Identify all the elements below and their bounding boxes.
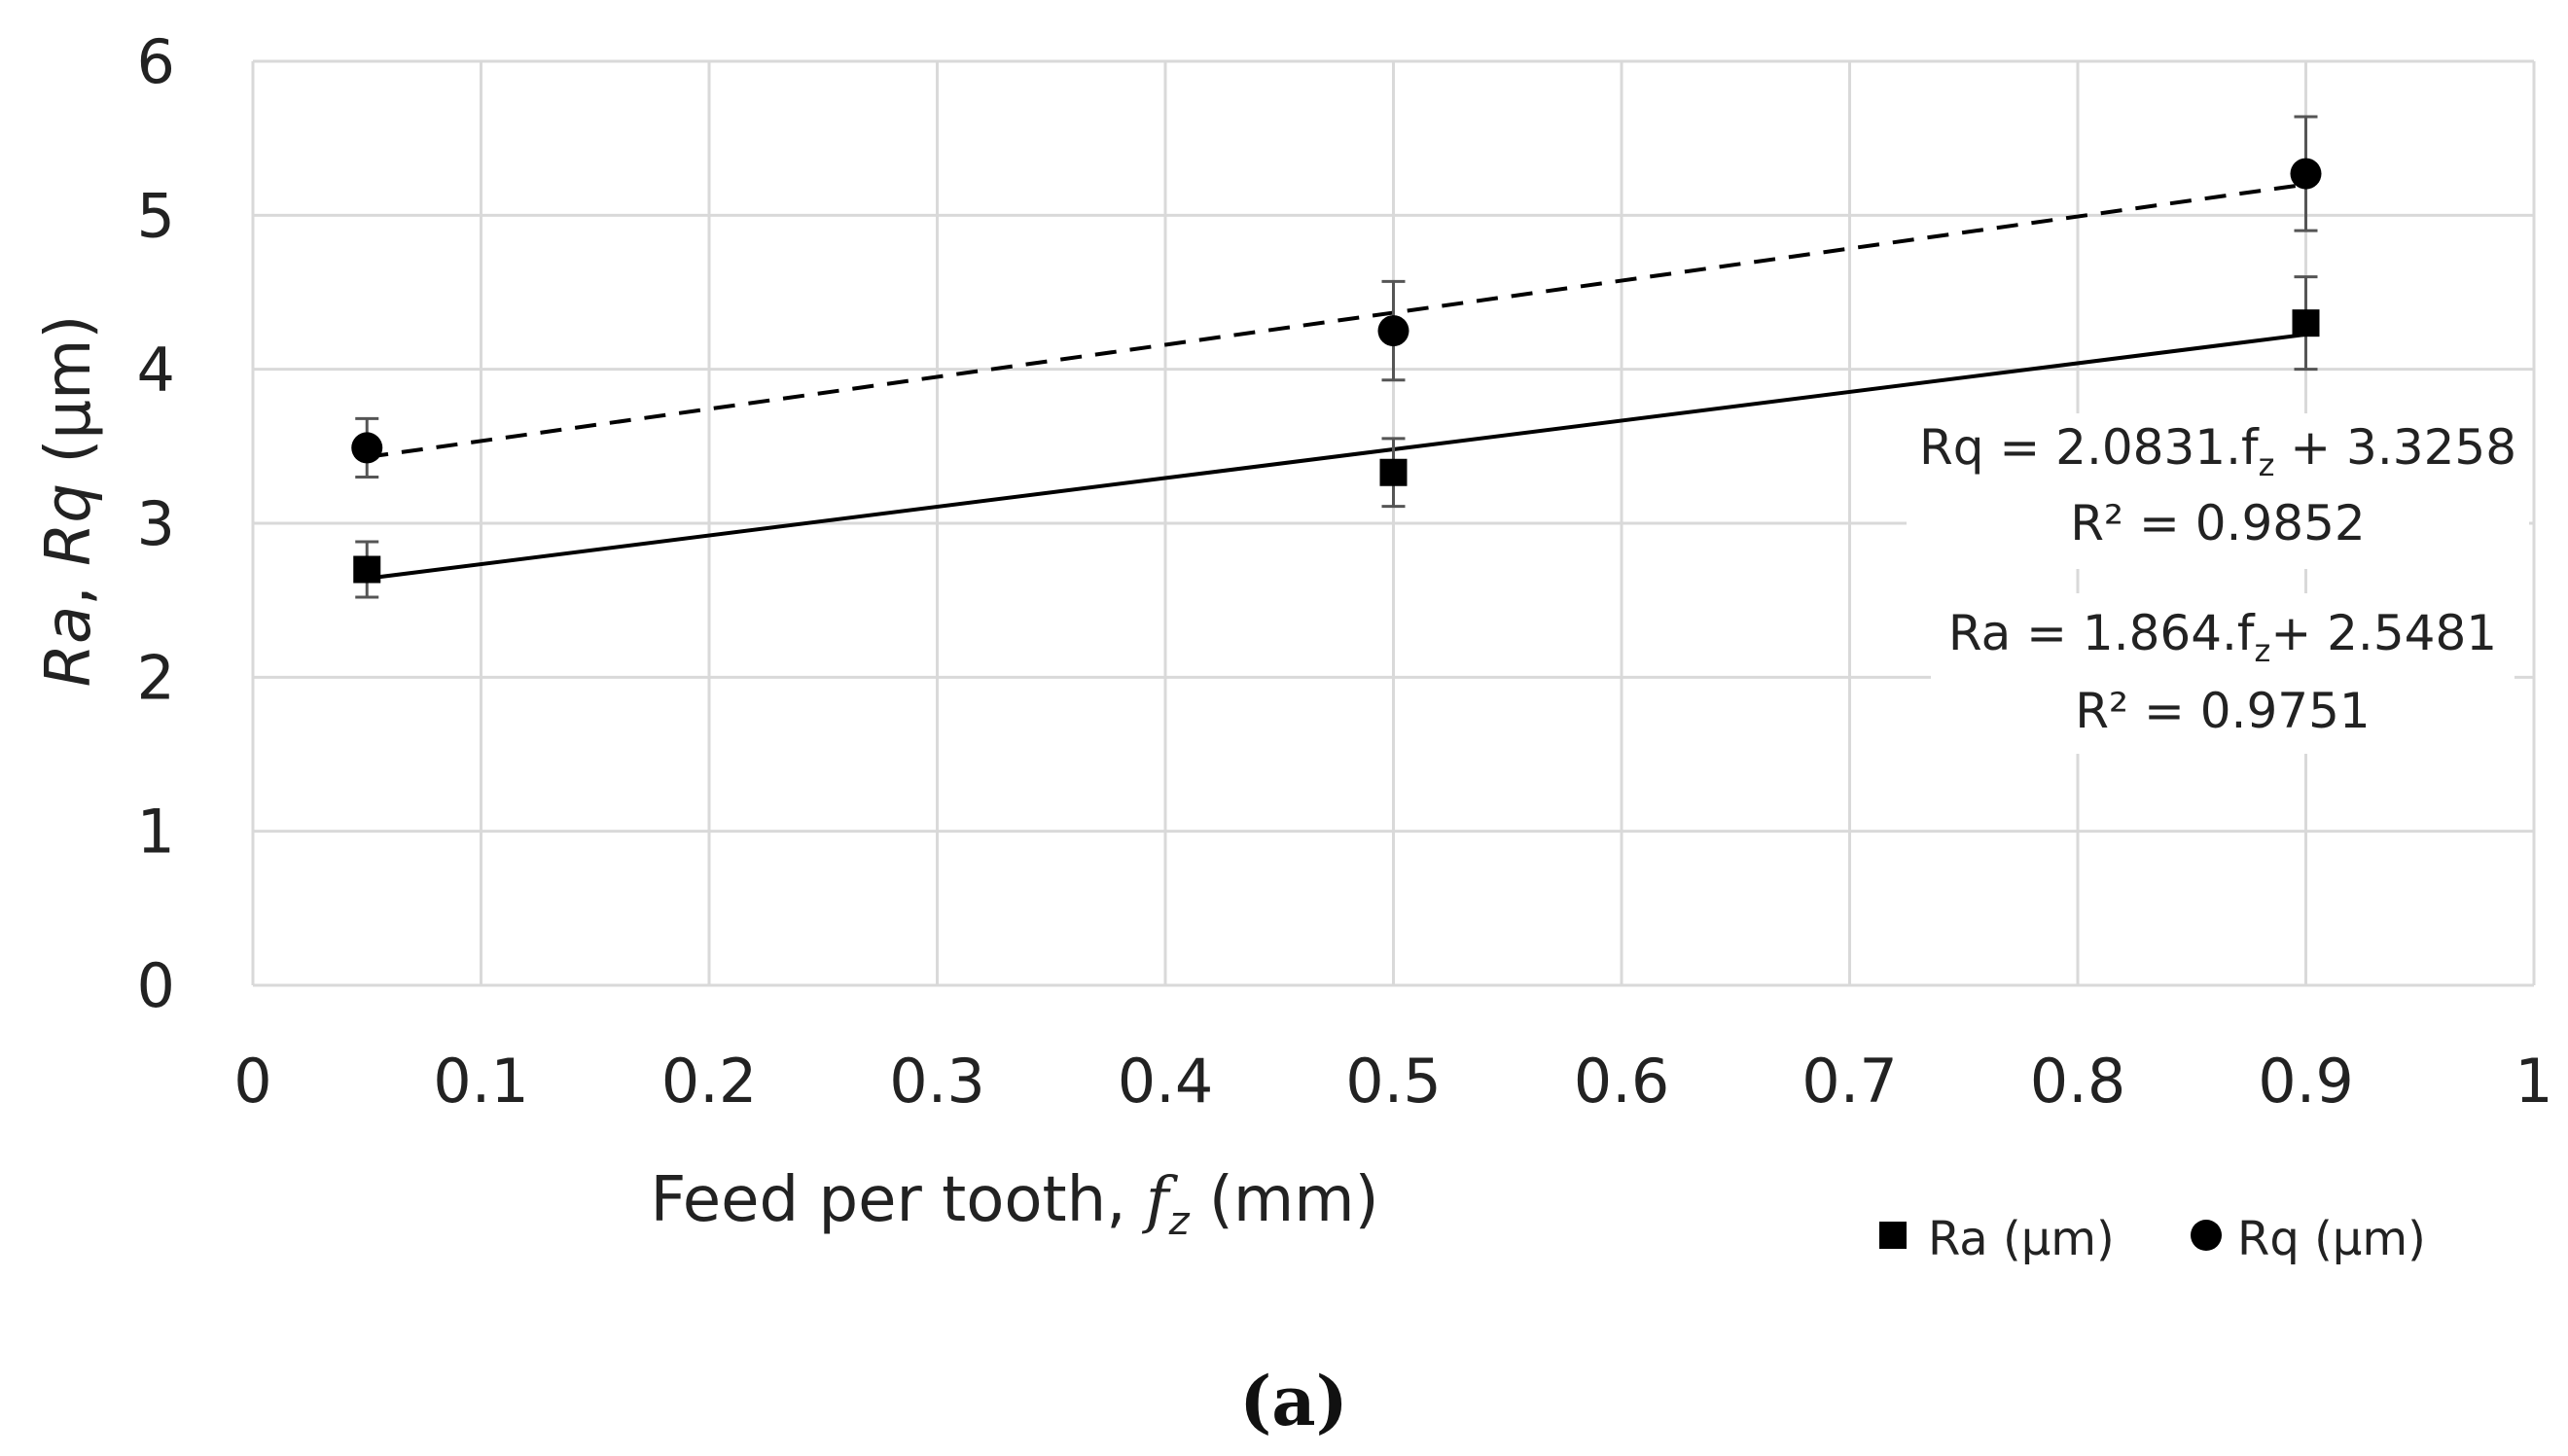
trendline-rq [366,182,2306,459]
rq-equation-box [1907,413,2529,569]
x-tick-labels: 0 0.1 0.2 0.3 0.4 0.5 0.6 0.7 0.8 0.9 1 [233,1046,2552,1117]
y-tick-label: 5 [137,180,175,251]
ra-r-squared: R² = 0.9751 [2075,683,2370,739]
x-tick-label: 0.2 [661,1046,758,1117]
trendline-ra [367,332,2306,581]
x-axis-title: Feed per tooth, fz (mm) [650,1164,1378,1244]
trendlines [366,182,2306,581]
data-point-rq [351,432,383,464]
ra-equation: Ra = 1.864.fz+ 2.5481 [1948,605,2497,669]
rq-r-squared: R² = 0.9852 [2070,495,2365,551]
legend-label-rq: Rq (μm) [2237,1212,2426,1266]
x-tick-label: 0 [233,1046,271,1117]
data-point-ra [353,555,381,584]
x-tick-label: 1 [2514,1046,2552,1117]
x-tick-label: 0.1 [433,1046,529,1117]
y-tick-label: 1 [137,797,175,868]
data-points [351,158,2322,584]
x-tick-label: 0.6 [1574,1046,1670,1117]
y-tick-label: 3 [137,488,175,559]
y-tick-label: 6 [137,26,175,97]
data-point-rq [1377,315,1409,347]
legend-marker-rq [2191,1220,2222,1251]
data-point-ra [1379,458,1408,486]
legend-label-ra: Ra (μm) [1928,1212,2115,1266]
x-tick-label: 0.7 [1801,1046,1898,1117]
x-tick-label: 0.8 [2030,1046,2126,1117]
rq-equation: Rq = 2.0831.fz + 3.3258 [1919,419,2516,483]
x-tick-label: 0.9 [2258,1046,2354,1117]
legend: Ra (μm) Rq (μm) [1879,1212,2426,1266]
x-tick-label: 0.4 [1118,1046,1214,1117]
legend-marker-ra [1879,1222,1907,1249]
ra-equation-box [1931,593,2514,754]
data-point-rq [2290,158,2322,190]
y-axis-title: Ra, Rq (μm) [33,315,105,688]
x-tick-label: 0.3 [889,1046,985,1117]
y-tick-label: 4 [137,335,175,406]
figure-caption: (a) [1239,1361,1348,1441]
y-tick-labels: 0 1 2 3 4 5 6 [137,26,175,1021]
x-tick-label: 0.5 [1345,1046,1442,1117]
data-point-ra [2292,309,2320,337]
y-tick-label: 0 [137,950,175,1021]
y-tick-label: 2 [137,642,175,713]
